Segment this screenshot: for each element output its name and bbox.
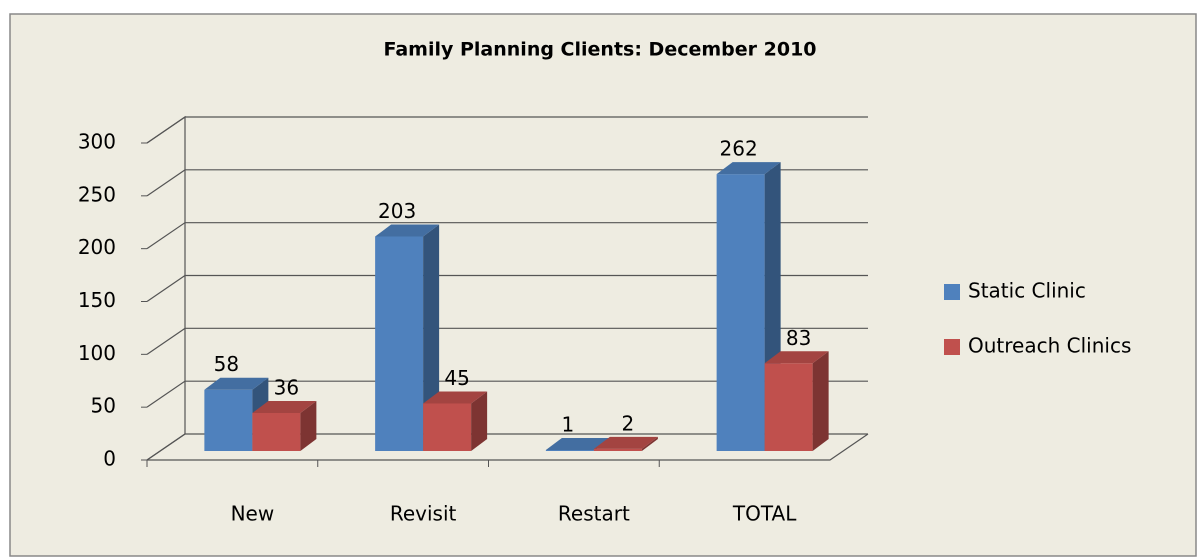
bar-front <box>375 236 424 451</box>
bar-front <box>716 174 765 452</box>
grid-line <box>146 222 868 250</box>
data-label: 2 <box>622 411 635 435</box>
data-label: 262 <box>720 137 758 161</box>
x-tick-label: New <box>231 502 275 526</box>
chart-frame <box>9 13 1197 557</box>
bar-front <box>252 412 301 451</box>
y-tick-label: 50 <box>91 394 116 418</box>
grid-line <box>146 380 868 408</box>
bar-side <box>423 224 440 451</box>
floor <box>147 433 869 461</box>
y-tick-label: 0 <box>103 447 116 471</box>
legend-label: Outreach Clinics <box>968 334 1131 358</box>
bar-top <box>423 391 488 404</box>
grid-line <box>146 274 868 302</box>
bar-front <box>545 449 594 451</box>
data-label: 83 <box>786 326 811 350</box>
data-label: 1 <box>562 412 575 436</box>
x-tick-label: TOTAL <box>732 502 797 526</box>
y-tick-label: 300 <box>78 130 116 154</box>
bar-top <box>545 437 610 450</box>
legend-label: Static Clinic <box>968 279 1086 303</box>
bar-top <box>716 162 781 175</box>
legend-swatch <box>944 284 960 300</box>
data-label: 36 <box>274 375 299 399</box>
bar-top <box>204 377 269 390</box>
bar-front <box>593 448 642 451</box>
chart-title: Family Planning Clients: December 2010 <box>383 39 816 61</box>
bar <box>375 224 440 451</box>
y-tick-label: 100 <box>78 341 116 365</box>
bar-top <box>593 436 658 449</box>
x-tick-label: Restart <box>558 502 630 526</box>
grid-line <box>146 169 868 197</box>
bar <box>593 436 658 451</box>
bar-top <box>252 400 317 413</box>
y-tick-label: 250 <box>78 182 116 206</box>
bar-side <box>641 436 658 451</box>
y-tick-label: 150 <box>78 288 116 312</box>
bar-side <box>812 351 829 451</box>
data-label: 58 <box>214 352 239 376</box>
bar <box>252 400 317 451</box>
bar-front <box>764 363 813 451</box>
grid-line <box>146 116 868 144</box>
grid-line <box>146 327 868 355</box>
x-tick-label: Revisit <box>390 502 457 526</box>
bar <box>764 351 829 451</box>
data-label: 203 <box>378 199 416 223</box>
bar-front <box>423 403 472 451</box>
data-label: 45 <box>444 366 469 390</box>
bar-top <box>375 224 440 237</box>
y-tick-label: 200 <box>78 235 116 259</box>
legend-swatch <box>944 339 960 355</box>
bar-front <box>204 389 253 451</box>
bar-side <box>471 391 488 451</box>
grid-line <box>146 433 868 461</box>
bar <box>423 391 488 451</box>
bar-top <box>764 351 829 364</box>
bar-side <box>300 400 317 451</box>
